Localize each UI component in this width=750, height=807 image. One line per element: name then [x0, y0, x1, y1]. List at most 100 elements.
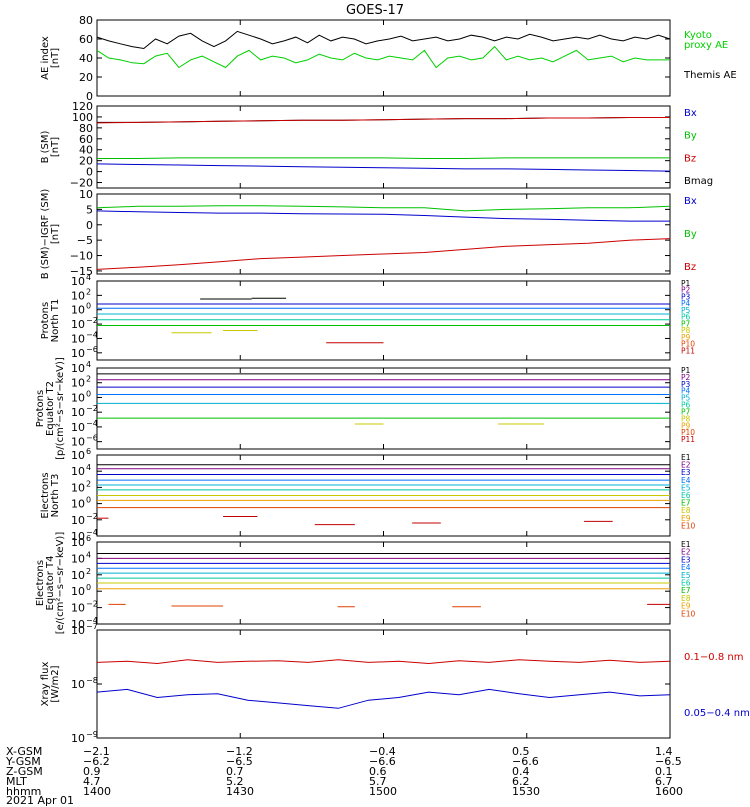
legend-pequator-P7: P7: [681, 407, 691, 416]
ytick-exp-pnorth: 0: [86, 302, 91, 311]
series-bigrf-By: [96, 205, 671, 212]
ytick-label-enorth: 10: [71, 498, 85, 511]
legend-enorth-E7: E7: [681, 499, 691, 508]
ytick-label-eequator: 10: [71, 602, 85, 615]
ytick-exp-pnorth: −2: [86, 316, 98, 325]
legend-enorth-E2: E2: [681, 461, 691, 470]
ytick-label-eequator: 10: [71, 552, 85, 565]
ylabel-eequator: Electrons: [35, 560, 46, 606]
ytick-label-bsm: 20: [79, 155, 93, 168]
legend-eequator-E10: E10: [681, 609, 696, 618]
legend-pequator-P3: P3: [681, 380, 691, 389]
ytick-label-xray: 10: [71, 678, 85, 691]
legend-xray-0: 0.1−0.8 nm: [684, 652, 743, 663]
legend-enorth-E4: E4: [681, 476, 691, 485]
ylabel-xray: Xray flux: [40, 662, 51, 707]
ytick-exp-eequator: 0: [86, 583, 91, 592]
ytick-label-xray: 10: [71, 732, 85, 745]
legend-pnorth-P2: P2: [681, 286, 691, 295]
legend-pequator-P5: P5: [681, 394, 691, 403]
ytick-label-pequator: 10: [71, 377, 85, 390]
ylabel-enorth: Electrons: [40, 472, 51, 518]
ytick-exp-enorth: 6: [86, 447, 91, 456]
ytick-label-bsm: 80: [79, 122, 93, 135]
ytick-label-bsm: −20: [70, 177, 93, 190]
legend-pnorth-P8: P8: [681, 326, 691, 335]
ytick-exp-pequator: −2: [86, 404, 98, 413]
ytick-exp-pnorth: −6: [86, 345, 98, 354]
ytick-label-pnorth: 10: [71, 289, 85, 302]
ytick-exp-eequator: 6: [86, 534, 91, 543]
ytick-exp-eequator: −2: [86, 600, 98, 609]
legend-pequator-P1: P1: [681, 366, 691, 375]
legend-pnorth-P6: P6: [681, 313, 691, 322]
legend-pnorth-P4: P4: [681, 299, 691, 308]
legend-enorth-E8: E8: [681, 506, 691, 515]
legend-pequator-P11: P11: [681, 435, 695, 444]
legend-bigrf-1: By: [684, 229, 697, 240]
ytick-exp-enorth: −4: [86, 528, 98, 537]
ytick-label-bigrf: −5: [77, 234, 93, 247]
ytick-label-bsm: 0: [86, 166, 93, 179]
panel-frame-xray: [96, 629, 671, 739]
legend-enorth-E10: E10: [681, 521, 696, 530]
legend-eequator-E6: E6: [681, 579, 691, 588]
ytick-label-xray: 10: [71, 624, 85, 637]
ylabel-pequator: Protons: [35, 390, 46, 427]
ytick-label-pnorth: 10: [71, 318, 85, 331]
series-bsm-Bx: [96, 163, 671, 172]
legend-eequator-E7: E7: [681, 586, 691, 595]
ytick-label-enorth: 10: [71, 530, 85, 543]
legend-pequator-P8: P8: [681, 414, 691, 423]
legend-pequator-P6: P6: [681, 401, 691, 410]
legend-pnorth-P1: P1: [681, 279, 691, 288]
ylabel-pequator: Equator T2: [45, 381, 56, 436]
legend-enorth-E1: E1: [681, 453, 691, 462]
ytick-label-pequator: 10: [71, 362, 85, 375]
ytick-label-pequator: 10: [71, 436, 85, 449]
ytick-label-pequator: 10: [71, 406, 85, 419]
legend-pnorth-P3: P3: [681, 292, 691, 301]
ylabel-eequator: Equator T4: [45, 556, 56, 611]
ytick-label-eequator: 10: [71, 618, 85, 631]
panel-bigrf: −15 −10 −5 0 5 10 B (SM)−IGRF (SM) [nT] Bx By Bz: [40, 188, 697, 279]
ytick-label-pnorth: 10: [71, 275, 85, 288]
ylabel-bigrf: B (SM)−IGRF (SM): [40, 189, 51, 280]
ytick-exp-enorth: 4: [86, 463, 91, 472]
legend-bigrf-2: Bz: [684, 262, 696, 273]
legend-eequator-E5: E5: [681, 571, 691, 580]
ytick-label-bsm: 60: [79, 133, 93, 146]
ytick-exp-xray: −9: [86, 730, 98, 739]
ytick-exp-eequator: −4: [86, 616, 98, 625]
ylabel-eequator: [e/(cm²−s−sr−keV)]: [55, 532, 66, 635]
series-bigrf-Bx: [96, 210, 670, 222]
ytick-label-ae: 0: [86, 90, 93, 103]
ytick-label-eequator: 10: [71, 569, 85, 582]
ytick-label-bigrf: 10: [79, 188, 93, 201]
series-xray-0.05−0.4-nm: [96, 688, 671, 709]
legend-ae-0: Kyoto: [684, 30, 712, 41]
legend-pequator-P4: P4: [681, 387, 691, 396]
ytick-label-ae: 80: [79, 14, 93, 27]
legend-bsm-2: Bz: [684, 153, 696, 164]
ytick-exp-pequator: 0: [86, 389, 91, 398]
legend-eequator-E8: E8: [681, 594, 691, 603]
ytick-label-bsm: 120: [72, 100, 93, 113]
ytick-label-eequator: 10: [71, 536, 85, 549]
ytick-label-bigrf: −15: [70, 265, 93, 278]
legend-pnorth-P9: P9: [681, 333, 691, 342]
legend-pequator-P9: P9: [681, 421, 691, 430]
legend-pnorth-P5: P5: [681, 306, 691, 315]
series-ae-Kyoto-proxy-AE: [96, 45, 670, 69]
legend-enorth-E6: E6: [681, 491, 691, 500]
ytick-label-ae: 20: [79, 71, 93, 84]
legend-eequator-E3: E3: [681, 555, 691, 564]
legend-ae-1: proxy AE: [684, 40, 728, 51]
legend-pnorth-P10: P10: [681, 340, 695, 349]
